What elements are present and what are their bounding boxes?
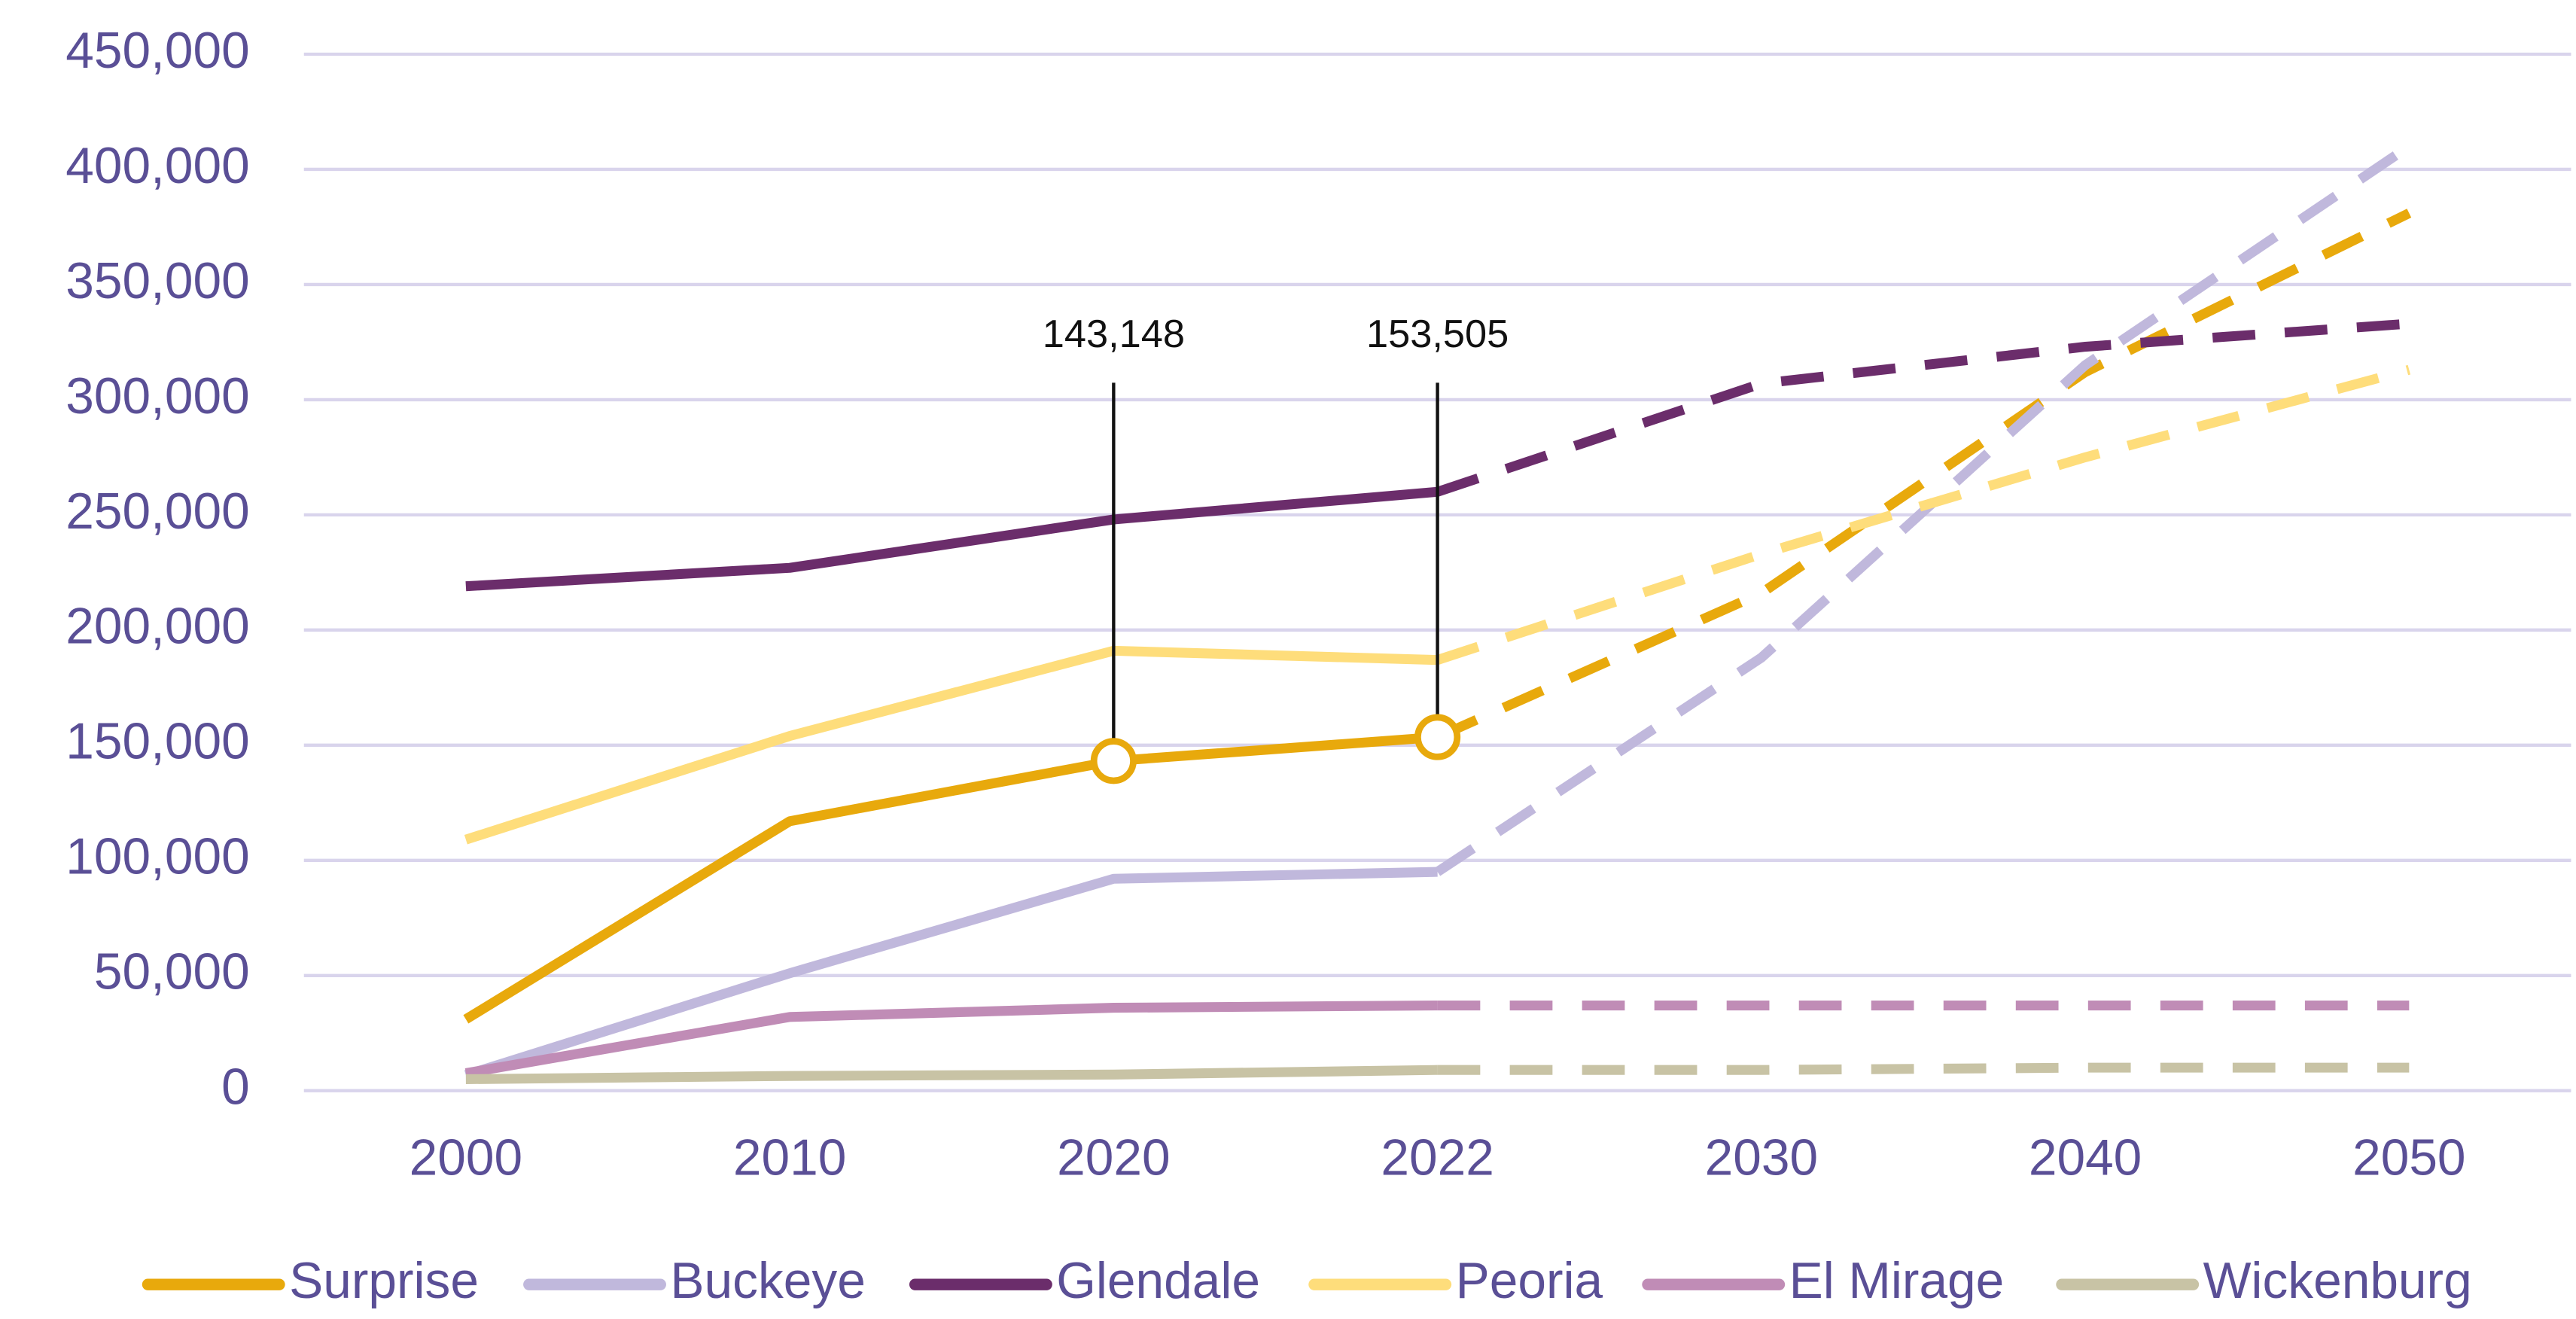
- legend: Surprise Buckeye Glendale Peoria El Mirage Wi…: [142, 1253, 2472, 1309]
- series-line: [465, 1065, 1438, 1084]
- legend-label: Buckeye: [670, 1253, 865, 1309]
- series-line: [465, 486, 1439, 592]
- marker: [1090, 738, 1137, 784]
- projection-line: [1437, 1062, 2410, 1075]
- legend-label: Surprise: [289, 1253, 479, 1309]
- y-tick-label: 150,000: [65, 714, 249, 770]
- legend-label: El Mirage: [1789, 1253, 2005, 1309]
- data-label: 143,148: [1043, 312, 1185, 356]
- grid: 0 50,000 100,000 150,000 200,000 250,000 300,0…: [65, 23, 2571, 1186]
- marker: [1414, 714, 1461, 760]
- y-tick-label: 200,000: [65, 599, 249, 655]
- x-tick-label: 2000: [410, 1129, 522, 1186]
- x-tick-label: 2010: [733, 1129, 846, 1186]
- x-tick-label: 2022: [1381, 1129, 1494, 1186]
- y-tick-label: 0: [221, 1059, 250, 1116]
- legend-label: Wickenburg: [2203, 1253, 2472, 1309]
- projection-line: [1434, 142, 2412, 876]
- projection-line: [1435, 209, 2412, 742]
- series-line: [464, 1000, 1438, 1078]
- projection-line: [1436, 364, 2411, 665]
- x-tick-label: 2030: [1705, 1129, 1818, 1186]
- y-tick-label: 450,000: [65, 23, 249, 79]
- annotations: 143,148 153,505: [1043, 312, 1509, 784]
- legend-label: Peoria: [1456, 1253, 1603, 1309]
- data-label: 153,505: [1366, 312, 1509, 356]
- x-tick-label: 2040: [2029, 1129, 2142, 1186]
- y-tick-label: 100,000: [65, 829, 249, 885]
- y-tick-label: 350,000: [65, 253, 249, 309]
- projection-line: [1436, 318, 2410, 497]
- legend-label: Glendale: [1056, 1253, 1260, 1309]
- y-tick-label: 50,000: [94, 944, 250, 1001]
- y-tick-label: 250,000: [65, 483, 249, 540]
- series-line: [464, 867, 1438, 1080]
- series-line: [463, 732, 1439, 1024]
- lines: [463, 142, 2412, 1084]
- y-tick-label: 400,000: [65, 138, 249, 194]
- y-tick-label: 300,000: [65, 368, 249, 425]
- x-tick-label: 2050: [2352, 1129, 2465, 1186]
- x-tick-label: 2020: [1057, 1129, 1170, 1186]
- series-line: [464, 645, 1438, 845]
